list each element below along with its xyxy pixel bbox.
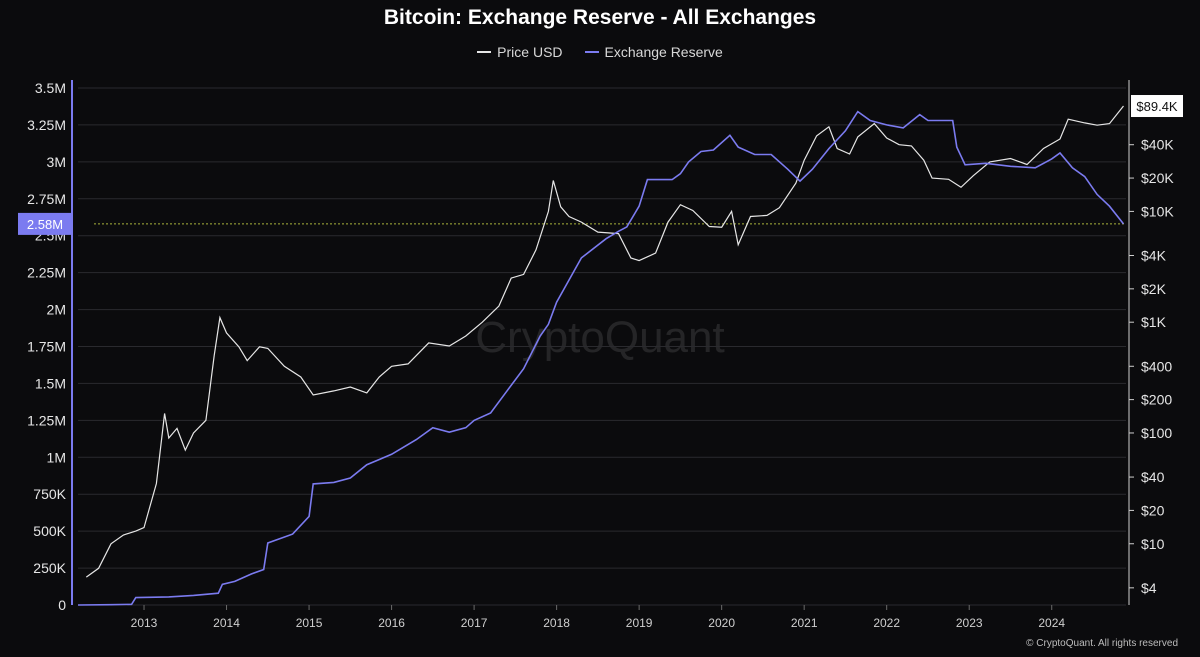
right-tick-label: $20K — [1141, 170, 1174, 186]
legend-swatch-reserve — [584, 51, 599, 53]
left-tick-label: 1.5M — [35, 375, 66, 391]
x-tick-label: 2020 — [708, 616, 735, 630]
x-tick-label: 2018 — [543, 616, 570, 630]
legend-item-price[interactable]: Price USD — [477, 44, 563, 60]
left-tick-label: 750K — [33, 486, 66, 502]
right-tick-label: $4 — [1141, 580, 1157, 596]
left-axis-ticks: 0250K500K750K1M1.25M1.5M1.75M2M2.25M2.5M… — [27, 80, 67, 613]
left-tick-label: 0 — [58, 597, 66, 613]
x-tick-label: 2022 — [873, 616, 900, 630]
left-tick-label: 3.5M — [35, 80, 66, 96]
x-tick-label: 2013 — [131, 616, 158, 630]
right-tick-label: $400 — [1141, 358, 1172, 374]
gridlines — [78, 87, 1126, 606]
x-tick-label: 2016 — [378, 616, 405, 630]
right-tick-label: $2K — [1141, 281, 1167, 297]
left-tick-label: 3M — [47, 154, 66, 170]
current-price-badge-bg — [1131, 95, 1183, 118]
current-reserve-badge: 2.58M — [18, 212, 72, 235]
legend: Price USD Exchange Reserve — [0, 44, 1200, 60]
left-tick-label: 250K — [33, 560, 66, 576]
x-tick-label: 2021 — [791, 616, 818, 630]
right-tick-label: $10 — [1141, 536, 1165, 552]
x-tick-label: 2014 — [213, 616, 240, 630]
left-tick-label: 1.75M — [27, 339, 66, 355]
exchange-reserve-line[interactable] — [77, 110, 1125, 606]
legend-label-reserve: Exchange Reserve — [604, 44, 723, 60]
x-tick-label: 2015 — [296, 616, 323, 630]
current-reserve-badge-bg — [18, 212, 72, 235]
left-tick-label: 3.25M — [27, 117, 66, 133]
right-tick-label: $100 — [1141, 425, 1172, 441]
right-tick-label: $1K — [1141, 314, 1167, 330]
left-tick-label: 2.25M — [27, 265, 66, 281]
current-reserve-label: 2.58M — [27, 217, 63, 232]
left-tick-label: 500K — [33, 523, 66, 539]
copyright-footer: © CryptoQuant. All rights reserved — [1026, 638, 1178, 649]
x-tick-label: 2017 — [461, 616, 488, 630]
right-tick-label: $40 — [1141, 469, 1165, 485]
left-tick-label: 1.25M — [27, 412, 66, 428]
x-tick-label: 2023 — [956, 616, 983, 630]
chart-title: Bitcoin: Exchange Reserve - All Exchange… — [383, 6, 817, 29]
legend-item-reserve[interactable]: Exchange Reserve — [584, 44, 723, 60]
x-tick-label: 2024 — [1038, 616, 1065, 630]
left-tick-label: 2.75M — [27, 191, 66, 207]
right-tick-label: $40K — [1141, 137, 1174, 153]
legend-label-price: Price USD — [497, 44, 563, 60]
right-tick-label: $20 — [1141, 502, 1165, 518]
right-tick-label: $10K — [1141, 203, 1174, 219]
right-tick-label: $200 — [1141, 392, 1172, 408]
right-tick-label: $4K — [1141, 247, 1167, 263]
x-tick-label: 2019 — [626, 616, 653, 630]
right-axis-ticks: $4 $10 $20 $40 $100 $200 $400 $1K $2K $4K $10K $20K… — [1129, 137, 1174, 596]
left-tick-label: 1M — [47, 449, 66, 465]
left-tick-label: 2M — [47, 302, 66, 318]
price-usd-line[interactable] — [85, 105, 1124, 578]
legend-swatch-price — [477, 51, 492, 53]
watermark: CryptoQuant — [475, 313, 724, 362]
current-price-label: $89.4K — [1136, 99, 1178, 114]
x-axis-ticks: 2013 2014 2015 2016 2017 2018 2019 2020 2021 2022… — [131, 605, 1065, 630]
current-price-badge: $89.4K — [1131, 95, 1183, 118]
